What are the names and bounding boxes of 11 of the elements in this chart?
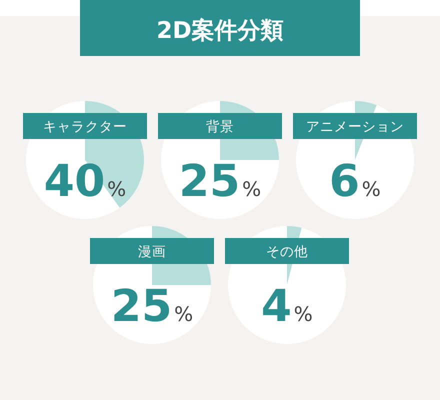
text: 25% bbox=[110, 281, 194, 332]
text: アニメーション bbox=[306, 119, 404, 135]
text: 6% bbox=[329, 156, 381, 207]
text: 25% bbox=[178, 156, 262, 207]
text: 40% bbox=[44, 156, 126, 207]
text: その他 bbox=[266, 244, 308, 260]
text: キャラクター bbox=[43, 119, 127, 135]
text: 漫画 bbox=[138, 244, 166, 260]
text: 4% bbox=[261, 281, 313, 332]
text: 背景 bbox=[206, 119, 234, 135]
text: 2D案件分類 bbox=[156, 17, 284, 44]
